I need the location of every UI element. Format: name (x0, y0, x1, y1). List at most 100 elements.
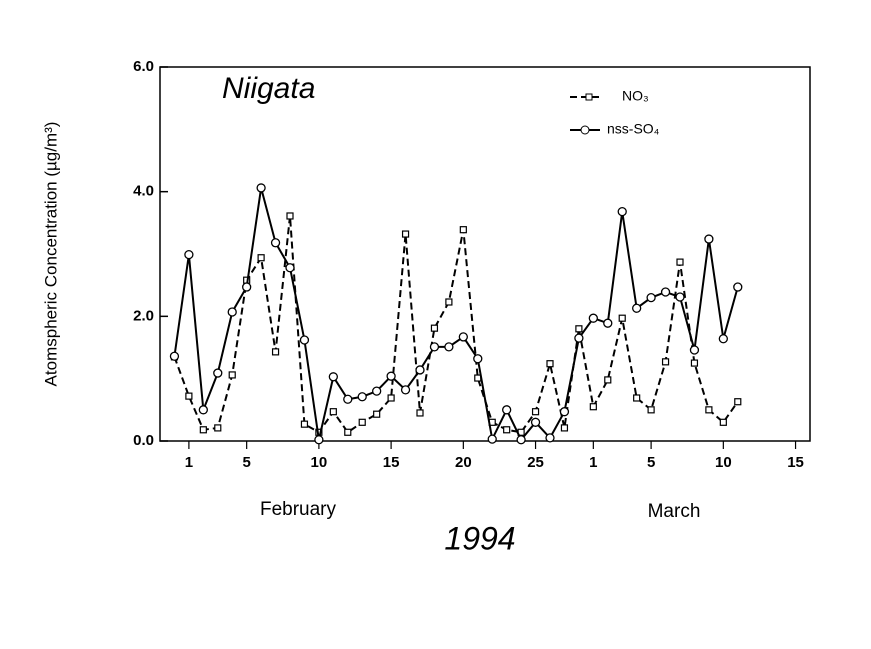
x-tick-label: 5 (242, 454, 250, 471)
data-point (646, 292, 656, 303)
data-point (285, 263, 295, 273)
data-point (473, 354, 483, 364)
x-tick-label: 5 (647, 454, 655, 471)
data-point (372, 386, 382, 396)
data-point (214, 424, 222, 432)
legend-label: NO₃ (622, 88, 649, 104)
data-point (373, 410, 381, 418)
data-point (559, 407, 570, 417)
plot-frame (159, 66, 811, 442)
month-label: March (648, 501, 701, 522)
data-point (300, 420, 309, 428)
data-point (705, 406, 713, 414)
data-point (546, 360, 554, 368)
x-tick-label: 25 (527, 454, 544, 471)
data-point (574, 333, 584, 343)
data-point (444, 342, 454, 352)
data-point (530, 417, 541, 427)
data-point (415, 365, 425, 375)
data-point (704, 234, 714, 244)
data-point (575, 325, 583, 333)
data-point (357, 392, 367, 402)
x-tick-label: 10 (311, 454, 328, 471)
data-point (430, 324, 439, 332)
data-line (173, 187, 739, 443)
data-point (445, 298, 453, 306)
data-point (718, 334, 728, 344)
data-point (387, 394, 395, 402)
data-point (458, 332, 468, 342)
data-point (604, 376, 612, 384)
legend-marker (580, 125, 590, 135)
data-point (228, 371, 236, 379)
data-point (531, 408, 540, 416)
data-point (733, 282, 743, 292)
data-point (676, 258, 684, 266)
data-point (429, 342, 440, 352)
data-point (661, 358, 670, 366)
data-point (256, 183, 266, 193)
data-point (633, 394, 641, 402)
data-point (314, 435, 324, 445)
data-point (603, 318, 613, 328)
data-point (675, 292, 685, 302)
data-point (198, 405, 208, 415)
data-point (299, 335, 310, 345)
data-point (487, 434, 497, 444)
data-point (588, 313, 598, 323)
data-point (185, 392, 193, 400)
data-point (343, 394, 353, 404)
y-tick-label: 2.0 (133, 307, 154, 324)
data-point (242, 282, 252, 292)
data-point (734, 398, 742, 406)
month-label: February (260, 499, 337, 520)
data-point (589, 403, 597, 411)
data-point (617, 206, 627, 217)
data-point (459, 226, 467, 234)
y-tick-label: 6.0 (133, 58, 154, 75)
data-point (184, 249, 194, 260)
data-point (632, 303, 642, 313)
data-point (689, 345, 700, 355)
data-point (344, 428, 352, 436)
x-tick-label: 15 (383, 454, 400, 471)
chart-subtitle: 1994 (444, 520, 515, 556)
data-point (401, 230, 410, 238)
data-point (690, 359, 699, 367)
data-point (416, 409, 424, 417)
data-point (257, 254, 265, 262)
data-point (213, 368, 223, 378)
data-point (329, 408, 337, 416)
x-tick-label: 20 (455, 454, 472, 471)
chart-title: Niigata (222, 72, 315, 105)
data-point (286, 212, 294, 220)
data-point (647, 406, 655, 414)
x-tick-label: 10 (715, 454, 732, 471)
x-tick-label: 1 (185, 454, 193, 471)
data-point (169, 351, 180, 361)
data-point (660, 287, 671, 297)
data-point (502, 405, 512, 415)
legend-label: nss-SO₄ (607, 121, 660, 137)
legend-marker (585, 93, 593, 101)
x-tick-label: 15 (787, 454, 804, 471)
data-point (270, 238, 281, 248)
data-point (400, 385, 411, 395)
data-point (271, 348, 280, 356)
y-tick-label: 4.0 (133, 183, 154, 200)
data-point (545, 433, 555, 443)
data-point (719, 418, 727, 426)
data-point (503, 426, 511, 434)
data-point (227, 307, 237, 317)
data-point (618, 314, 626, 322)
x-tick-label: 1 (589, 454, 597, 471)
data-line (173, 215, 739, 434)
y-axis-label: Atomspheric Concentration (µg/m³) (41, 122, 60, 387)
data-point (358, 418, 366, 426)
data-point (328, 372, 338, 382)
data-point (199, 426, 207, 434)
data-point (516, 435, 526, 445)
data-point (386, 371, 396, 381)
